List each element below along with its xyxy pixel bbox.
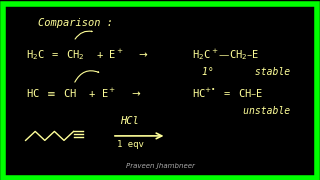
Text: H$_2$C $\mathregular{=}$ CH$_2$  + E$^+$  $\rightarrow$: H$_2$C $\mathregular{=}$ CH$_2$ + E$^+$ … [26, 47, 149, 62]
Text: HC$^{+•}$ $\mathregular{=}$ CH–E: HC$^{+•}$ $\mathregular{=}$ CH–E [192, 86, 263, 100]
Text: 1 eqv: 1 eqv [117, 140, 144, 149]
Text: H$_2$C$^+$—CH$_2$–E: H$_2$C$^+$—CH$_2$–E [192, 47, 260, 62]
Text: 1°       stable: 1° stable [202, 67, 290, 77]
FancyArrowPatch shape [75, 31, 92, 39]
Text: Comparison :: Comparison : [38, 18, 113, 28]
FancyArrowPatch shape [75, 71, 99, 82]
Text: HCl: HCl [120, 116, 139, 126]
Text: HC $\equiv$ CH  + E$^+$  $\rightarrow$: HC $\equiv$ CH + E$^+$ $\rightarrow$ [26, 86, 141, 100]
Text: unstable: unstable [202, 106, 290, 116]
Text: Praveen Jhambneer: Praveen Jhambneer [125, 163, 195, 169]
